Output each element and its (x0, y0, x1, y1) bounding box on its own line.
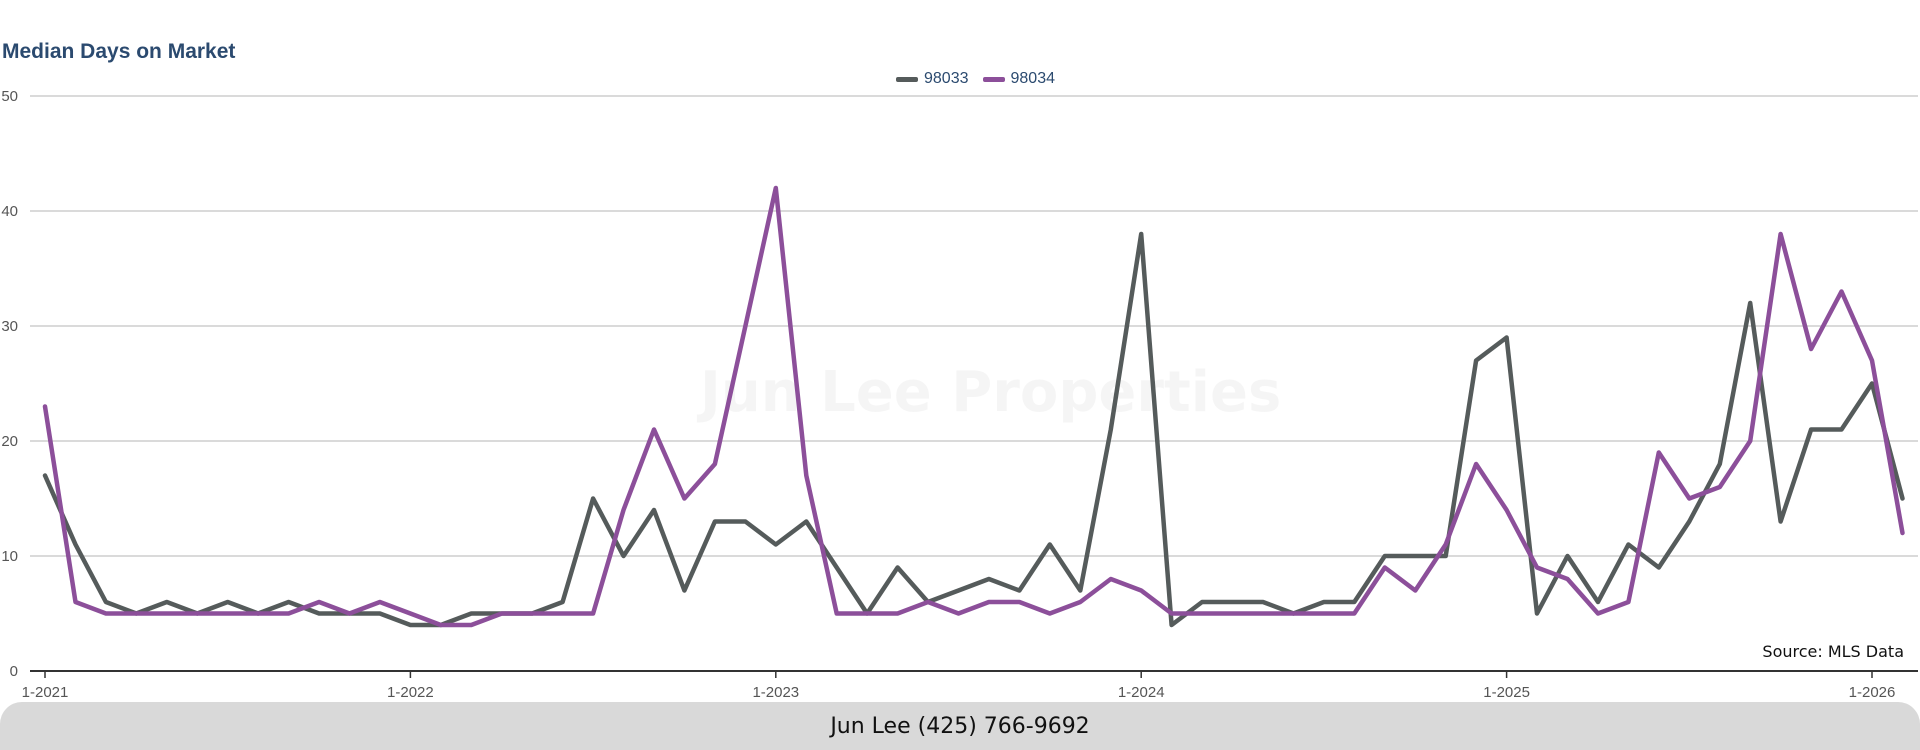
chart-legend: 98033 98034 (896, 70, 1055, 88)
x-tick-label-1-2024: 1-2024 (1118, 684, 1165, 701)
series-line-98034 (42, 185, 1905, 628)
line-chart: 0 10 20 30 40 50 1-2021 1-2022 1-2023 1-2024 1-202… (1, 88, 1918, 701)
y-tick-label-20: 20 (1, 433, 18, 450)
footer-contact: Jun Lee (425) 766-9692 (0, 702, 1920, 750)
footer-text: Jun Lee (425) 766-9692 (830, 713, 1090, 739)
x-tick-label-1-2022: 1-2022 (387, 684, 434, 701)
y-tick-label-0: 0 (10, 663, 18, 680)
series-line-98033 (42, 231, 1905, 628)
x-tick-label-1-2025: 1-2025 (1483, 684, 1530, 701)
legend-item-98033[interactable]: 98033 (896, 70, 969, 88)
y-tick-label-50: 50 (1, 88, 18, 105)
y-tick-label-40: 40 (1, 203, 18, 220)
legend-label-98034: 98034 (1010, 70, 1056, 87)
legend-item-98034[interactable]: 98034 (982, 70, 1056, 88)
x-tick-label-1-2021: 1-2021 (22, 684, 69, 701)
source-note: Source: MLS Data (1762, 642, 1904, 661)
y-tick-label-10: 10 (1, 548, 18, 565)
legend-swatch-98034 (982, 76, 1005, 82)
x-tick-label-1-2026: 1-2026 (1849, 684, 1896, 701)
legend-label-98033: 98033 (924, 70, 969, 87)
legend-swatch-98033 (896, 76, 918, 82)
chart-title: Median Days on Market (2, 40, 236, 63)
x-tick-label-1-2023: 1-2023 (752, 684, 799, 701)
y-tick-label-30: 30 (1, 318, 18, 335)
